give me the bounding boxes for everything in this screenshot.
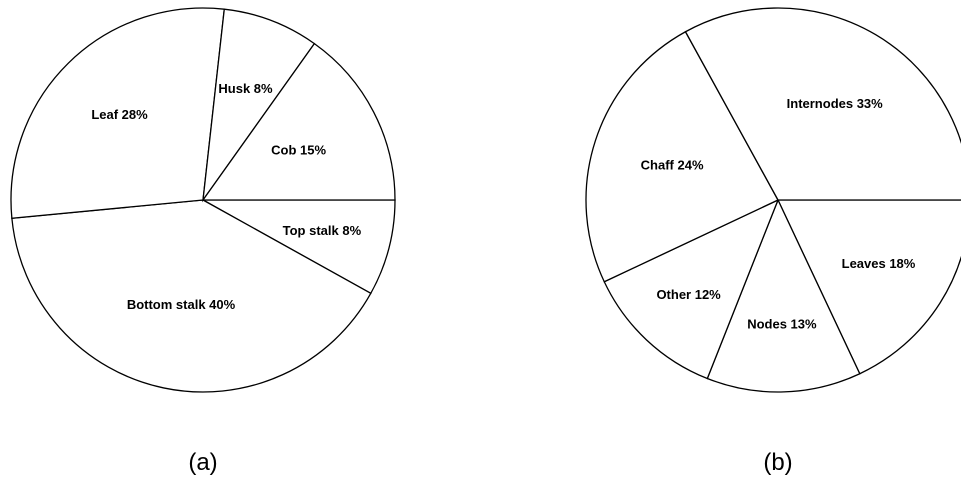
slice-label-nodes: Nodes 13% [747,317,817,332]
slice-label-husk: Husk 8% [218,81,273,96]
pie-chart-b: Leaves 18% Nodes 13% Other 12% Chaff 24% Int… [585,7,961,393]
slice-label-internodes: Internodes 33% [787,96,884,111]
pie-slice-cob [201,42,396,201]
slice-label-cob: Cob 15% [271,143,326,158]
pie-slice-chaff [585,30,779,283]
panel-label-b: (b) [763,449,792,476]
pie-slice-top-stalk [200,199,396,295]
pie-chart-a: Top stalk 8% Bottom stalk 40% Leaf 28% Husk… [10,7,396,393]
slice-label-top-stalk: Top stalk 8% [283,223,362,238]
slice-label-leaf: Leaf 28% [91,107,148,122]
pie-slice-nodes [706,198,861,393]
pie-slice-leaf [10,7,225,219]
pie-slice-leaves [776,199,961,375]
slice-label-other: Other 12% [656,287,721,302]
pie-slice-other [603,198,780,380]
panel-label-a: (a) [188,449,217,476]
slice-label-bottom-stalk: Bottom stalk 40% [127,297,236,312]
pie-slice-internodes [684,7,961,201]
pie-slice-husk [202,8,316,203]
slice-label-leaves: Leaves 18% [842,256,916,271]
slice-label-chaff: Chaff 24% [641,158,704,173]
pie-slice-bottom-stalk [11,199,372,393]
